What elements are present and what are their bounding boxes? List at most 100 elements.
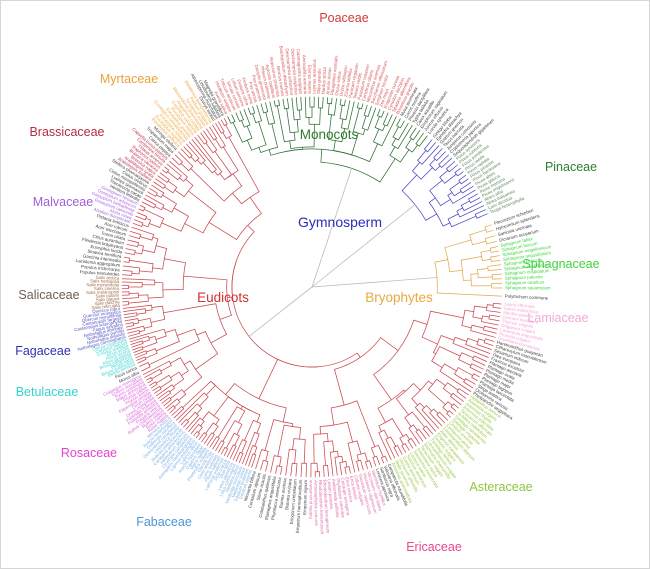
branch-path bbox=[454, 367, 474, 381]
tip-label: Thymus vulgaris bbox=[502, 319, 535, 330]
branch-path bbox=[454, 167, 464, 177]
branch-path bbox=[163, 303, 228, 344]
branch-path bbox=[334, 337, 399, 406]
branch-path bbox=[227, 114, 236, 124]
branch-path bbox=[247, 106, 256, 115]
branch-path bbox=[123, 312, 138, 319]
tip-label: Phyllodoce caerulea bbox=[336, 478, 346, 518]
branch-path bbox=[339, 98, 346, 107]
tip-label: Setaria viridis bbox=[352, 72, 363, 100]
branch-path bbox=[265, 101, 276, 125]
tip-label: Ocimum basilicum bbox=[502, 314, 539, 325]
branch-path bbox=[122, 270, 133, 276]
family-label-ericaceae: Ericaceae bbox=[406, 540, 462, 554]
branch-path bbox=[178, 151, 194, 172]
branch-path bbox=[198, 432, 208, 443]
tip-label: Andromeda polifolia bbox=[331, 478, 340, 518]
family-label-betulaceae: Betulaceae bbox=[16, 385, 79, 399]
branch-path bbox=[405, 138, 418, 153]
branch-path bbox=[122, 292, 139, 299]
branch-path bbox=[429, 408, 443, 427]
branch-path bbox=[393, 444, 403, 457]
branch-path bbox=[260, 459, 269, 472]
branch-path bbox=[432, 335, 455, 355]
branch-path bbox=[467, 193, 481, 204]
branch-path bbox=[148, 328, 200, 366]
tip-label: Zea mays bbox=[378, 87, 390, 108]
family-label-poaceae: Poaceae bbox=[319, 11, 368, 25]
tip-label: Eucryphia lucida bbox=[90, 244, 123, 255]
branch-path bbox=[433, 148, 446, 162]
tip-label: Sphagnum rubellum bbox=[505, 280, 545, 286]
tip-label: Salix melanopsis bbox=[86, 289, 120, 295]
tip-label: Erica cinerea bbox=[344, 476, 354, 503]
branch-path bbox=[205, 422, 219, 435]
branch-path bbox=[378, 429, 392, 461]
tip-label: Origanum vulgare bbox=[501, 323, 537, 335]
branch-path bbox=[488, 314, 501, 322]
family-label-malvaceae: Malvaceae bbox=[33, 195, 93, 209]
branch-path bbox=[208, 196, 262, 241]
branch-path bbox=[183, 360, 203, 393]
tip-label: Rhododendron ferrugineum bbox=[322, 479, 330, 533]
branch-path bbox=[472, 305, 488, 320]
branch-path bbox=[273, 99, 281, 107]
branch-path bbox=[407, 437, 417, 449]
branch-path bbox=[365, 460, 373, 470]
branch-path bbox=[165, 398, 181, 409]
branch-path bbox=[310, 462, 318, 478]
branch-path bbox=[392, 122, 409, 141]
branch-path bbox=[463, 378, 476, 389]
branch-path bbox=[491, 273, 503, 280]
branch-path bbox=[124, 318, 140, 325]
branch-path bbox=[483, 338, 495, 346]
branch-path bbox=[157, 390, 172, 402]
branch-path bbox=[456, 388, 469, 399]
branch-path bbox=[399, 433, 411, 445]
branch-path bbox=[123, 256, 131, 263]
tip-label: Sphagnum squarrosum bbox=[505, 285, 551, 290]
branch-path bbox=[162, 258, 186, 291]
branch-path bbox=[290, 462, 298, 477]
tip-label: Silene acaulis bbox=[256, 473, 268, 501]
branch-path bbox=[252, 104, 263, 124]
branch-path bbox=[222, 420, 243, 442]
branch-path bbox=[150, 305, 166, 323]
branch-path bbox=[469, 363, 484, 374]
tip-label: Erica tetralix bbox=[349, 475, 359, 500]
tip-label: Quercus mongolica bbox=[83, 309, 122, 319]
branch-path bbox=[246, 121, 267, 151]
branch-path bbox=[220, 446, 229, 456]
branch-path bbox=[421, 310, 464, 345]
branch-path bbox=[320, 148, 396, 183]
branch-path bbox=[458, 352, 474, 366]
tip-label: Poa annua bbox=[248, 81, 259, 103]
branch-path bbox=[327, 98, 337, 116]
tip-label: Empetrum nigrum bbox=[302, 479, 308, 514]
branch-path bbox=[201, 411, 220, 425]
branch-path bbox=[152, 385, 162, 394]
branch-path bbox=[174, 178, 194, 198]
branch-path bbox=[121, 284, 129, 290]
clade-label-eudicots: Eudicots bbox=[197, 290, 249, 305]
tip-label: Oryza sativa bbox=[334, 70, 342, 95]
branch-path bbox=[323, 440, 335, 466]
branch-path bbox=[277, 105, 296, 143]
branch-path bbox=[228, 136, 260, 205]
tip-label: Salix myrsinifolia bbox=[86, 282, 119, 287]
tip-label: Sphagnum capillifolium bbox=[504, 262, 550, 271]
branch-path bbox=[124, 248, 136, 256]
tip-label: Phragmites australis bbox=[330, 54, 339, 95]
tip-label: Ammophila arenaria bbox=[302, 55, 308, 95]
tip-label: Polytrichum commune bbox=[505, 293, 549, 300]
tip-label: Populus tremuloides bbox=[80, 269, 121, 277]
family-label-fabaceae: Fabaceae bbox=[136, 515, 192, 529]
branch-path bbox=[282, 98, 290, 110]
tip-label: Populus trichocarpa bbox=[81, 264, 121, 272]
tip-label: Brachypodium distachyon bbox=[278, 45, 290, 96]
tip-label: Bistorta vivipara bbox=[284, 478, 293, 510]
family-label-salicaceae: Salicaceae bbox=[18, 288, 79, 302]
branch-path bbox=[121, 291, 130, 296]
branch-path bbox=[477, 268, 493, 279]
